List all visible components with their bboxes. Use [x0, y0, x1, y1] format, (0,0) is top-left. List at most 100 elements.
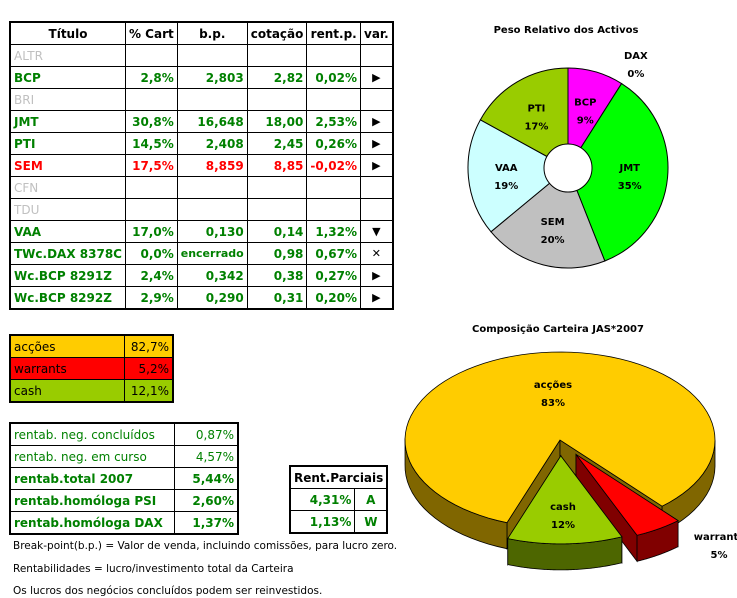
slice-value: 17%: [524, 122, 548, 133]
table-row: Wc.BCP 8292Z 2,9% 0,290 0,31 0,20% ▶: [9, 286, 394, 310]
col-cart: % Cart: [124, 21, 178, 45]
rentab-row: rentab. neg. em curso 4,57%: [9, 445, 239, 468]
parciais-value: 4,31%: [289, 488, 356, 511]
cell-rent: 0,27%: [306, 264, 362, 287]
rentab-label: rentab.homóloga PSI: [9, 489, 175, 512]
chart-title: Peso Relativo dos Activos: [494, 25, 639, 36]
col-var: var.: [360, 21, 394, 45]
note-breakpoint: Break-point(b.p.) = Valor de venda, incl…: [13, 540, 398, 552]
cell-cart: 17,0%: [124, 220, 178, 243]
var-indicator-icon: ✕: [360, 242, 394, 265]
composition-table: acções 82,7% warrants 5,2% cash 12,1%: [9, 334, 174, 403]
composition-label: acções: [9, 334, 125, 358]
slice-value: 0%: [627, 69, 644, 80]
rentab-label: rentab. neg. concluídos: [9, 422, 175, 446]
slice-value: 12%: [551, 520, 575, 531]
rentab-row: rentab.homóloga DAX 1,37%: [9, 511, 239, 535]
rentab-row: rentab.homóloga PSI 2,60%: [9, 489, 239, 512]
rentab-row: rentab.total 2007 5,44%: [9, 467, 239, 490]
header-row: Título % Cart b.p. cotação rent.p. var.: [9, 21, 394, 45]
rentab-value: 2,60%: [173, 489, 239, 512]
col-bp: b.p.: [176, 21, 248, 45]
slice-label: JMT: [618, 163, 640, 174]
cell-titulo: Wc.BCP 8291Z: [9, 264, 126, 287]
pie3d-slice-cash: [507, 454, 623, 571]
parciais-row: 4,31% A: [289, 488, 388, 511]
holdings-table: Título % Cart b.p. cotação rent.p. var. …: [9, 21, 394, 310]
slice-value: 9%: [577, 115, 594, 126]
rentab-label: rentab.total 2007: [9, 467, 175, 490]
cell-bp: 0,342: [176, 264, 248, 287]
slice-label: SEM: [541, 217, 565, 228]
cell-bp: 0,290: [176, 286, 248, 310]
slice-label: cash: [550, 502, 576, 513]
composition-row: warrants 5,2%: [9, 357, 174, 380]
rentab-table: rentab. neg. concluídos 0,87% rentab. neg.…: [9, 422, 239, 535]
slice-value: 83%: [541, 398, 565, 409]
parciais-value: 1,13%: [289, 510, 356, 534]
cell-cart: 14,5%: [124, 132, 178, 155]
cell-bp: 16,648: [176, 110, 248, 133]
rentab-label: rentab. neg. em curso: [9, 445, 175, 468]
table-row: BCP 2,8% 2,803 2,82 0,02% ▶: [9, 66, 394, 89]
col-rent: rent.p.: [306, 21, 362, 45]
cell-cotacao: 8,85: [246, 154, 308, 177]
cell-cotacao: 2,45: [246, 132, 308, 155]
cell-cotacao: 0,38: [246, 264, 308, 287]
cell-titulo: PTI: [9, 132, 126, 155]
cell-cotacao: 0,31: [246, 286, 308, 310]
parciais-tag: A: [354, 488, 388, 511]
parciais-tag: W: [354, 510, 388, 534]
table-row: CFN: [9, 176, 394, 199]
note-lucros: Os lucros dos negócios concluídos podem …: [13, 585, 323, 597]
note-rentabilidades: Rentabilidades = lucro/investimento tota…: [13, 563, 294, 575]
slice-label: VAA: [495, 163, 518, 174]
composition-row: acções 82,7%: [9, 334, 174, 358]
cell-bp: encerrado: [176, 242, 248, 265]
pie-slice-vaa: [467, 119, 569, 233]
pie-slice-sem: [490, 167, 606, 269]
pie3d-slice-warrants: [575, 453, 679, 563]
slice-value: 20%: [541, 235, 565, 246]
slice-label: DAX: [624, 51, 648, 62]
table-row: PTI 14,5% 2,408 2,45 0,26% ▶: [9, 132, 394, 155]
slice-label: warrants: [694, 532, 737, 543]
cell-titulo: Wc.BCP 8292Z: [9, 286, 126, 310]
composition-value: 12,1%: [123, 379, 174, 403]
slice-label: BCP: [574, 97, 596, 108]
composition-value: 5,2%: [123, 357, 174, 380]
rentab-value: 0,87%: [173, 422, 239, 446]
pie-slice-pti: [479, 67, 569, 169]
cell-cart: 2,9%: [124, 286, 178, 310]
composition-label: cash: [9, 379, 125, 403]
cell-rent: 2,53%: [306, 110, 362, 133]
composition-value: 82,7%: [123, 334, 174, 358]
slice-value: 5%: [711, 550, 728, 561]
slice-value: 19%: [494, 181, 518, 192]
slice-label: PTI: [528, 104, 546, 115]
parciais-row: 1,13% W: [289, 510, 388, 534]
rentab-row: rentab. neg. concluídos 0,87%: [9, 422, 239, 446]
composition-row: cash 12,1%: [9, 379, 174, 403]
var-indicator-icon: ▼: [360, 220, 394, 243]
donut-hole: [543, 143, 593, 193]
cell-bp: 8,859: [176, 154, 248, 177]
cell-titulo: BCP: [9, 66, 126, 89]
cell-rent: 0,20%: [306, 286, 362, 310]
chart-title: Composição Carteira JAS*2007: [472, 324, 644, 335]
table-row: SEM 17,5% 8,859 8,85 -0,02% ▶: [9, 154, 394, 177]
slice-value: 35%: [618, 181, 642, 192]
var-indicator-icon: ▶: [360, 264, 394, 287]
cell-cart: 2,8%: [124, 66, 178, 89]
rentab-value: 5,44%: [173, 467, 239, 490]
pie-slice-jmt: [567, 82, 669, 262]
cell-cotacao: 18,00: [246, 110, 308, 133]
slice-label: acções: [534, 380, 572, 391]
rent-parciais-table: Rent.Parciais 4,31% A 1,13% W: [289, 465, 389, 534]
rentab-value: 1,37%: [173, 511, 239, 535]
cell-bp: 2,408: [176, 132, 248, 155]
var-indicator-icon: ▶: [360, 286, 394, 310]
cell-cart: 2,4%: [124, 264, 178, 287]
